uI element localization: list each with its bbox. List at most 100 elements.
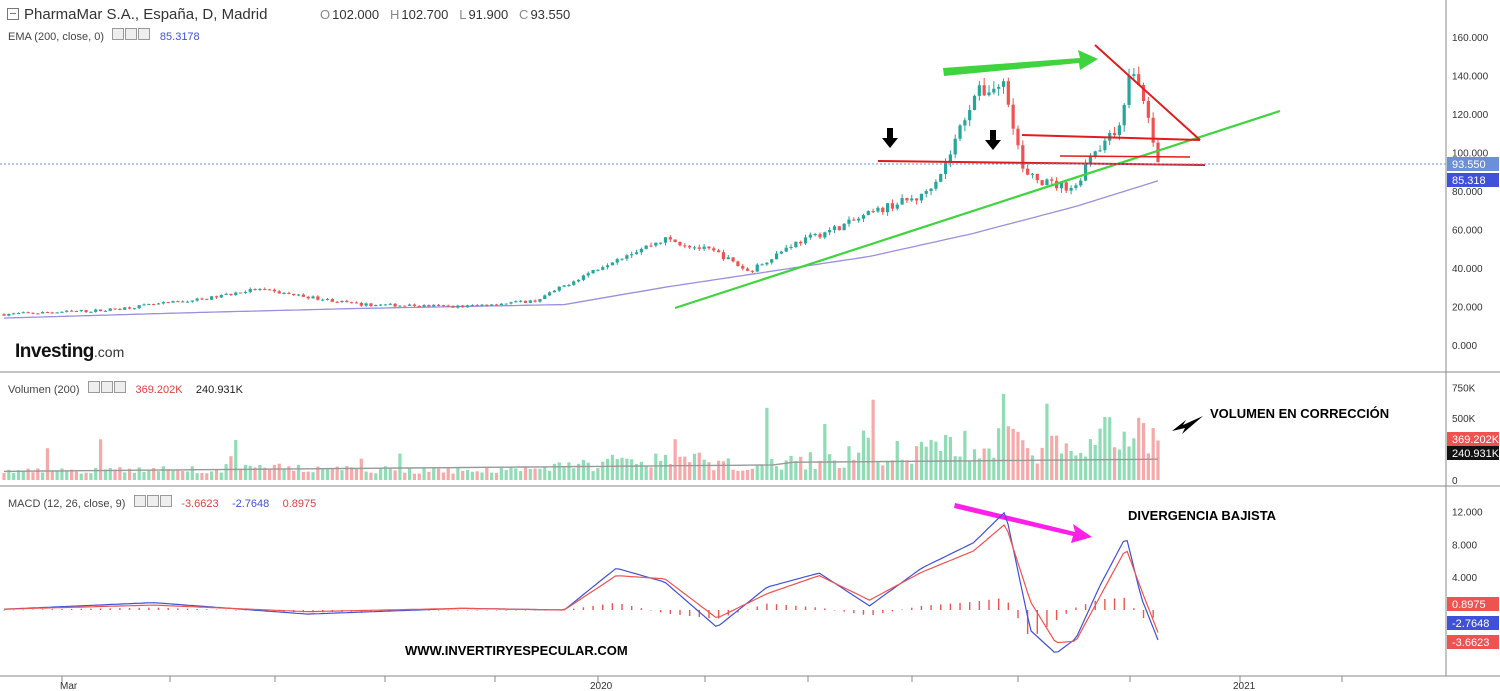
volume-value-2: 240.931K [195,384,244,397]
volume-bar [852,459,856,480]
macd-histogram-bar [476,610,478,611]
candle-body [407,304,412,306]
volume-bar [591,471,595,480]
volume-tools-icons[interactable] [88,380,127,398]
macd-histogram-bar [920,605,923,610]
candle-body [1079,180,1083,186]
candle-body [282,292,286,294]
candle-body [741,265,745,269]
macd-histogram-bar [1084,604,1087,610]
candle-body [1093,151,1097,157]
macd-histogram-bar [988,599,990,610]
macd-histogram-bar [1104,598,1106,610]
volume-bar [779,469,783,480]
price-tick-label: 100.000 [1452,149,1489,160]
volume-label[interactable]: Volumen (200) [8,384,80,397]
candle-body [292,293,296,296]
volume-bar [939,450,943,480]
ema-tools-icons[interactable] [112,27,151,45]
volume-bars [2,393,1160,480]
candle-body [842,223,846,231]
macd-histogram-bar [930,605,932,610]
volume-bar [113,469,117,480]
macd-histogram-bar [51,609,53,610]
logo-brand: Investing [15,341,94,362]
volume-bar [543,466,547,480]
candle-body [673,239,677,243]
time-tick-label: 2020 [590,681,613,691]
price-tick-label: 20.000 [1452,303,1483,314]
inner-horizontal-line [1059,155,1191,158]
collapse-icon[interactable] [7,8,19,20]
candle-body [634,252,639,255]
macd-legend: MACD (12, 26, close, 9) -3.6623 -2.7648 … [8,494,316,512]
volume-bar [900,459,904,480]
macd-histogram-bar [824,608,826,610]
macd-histogram-bar [563,610,565,611]
volume-bar [847,446,851,480]
volume-bar [427,471,431,480]
macd-histogram-bar [573,608,575,610]
candle-body [441,305,445,307]
candle-body [943,162,948,175]
candle-body [21,312,25,314]
candle-body [688,245,692,248]
macd-histogram-bar [785,604,787,610]
volume-bar [992,457,996,480]
candle-body [1117,125,1121,136]
volume-bar [316,466,320,480]
candle-body [118,309,122,311]
candle-body [774,253,779,260]
macd-histogram-bar [804,606,807,610]
macd-tick-label: 4.000 [1452,573,1477,584]
volume-bar [697,452,701,480]
candle-body [514,301,518,303]
candle-body [605,265,610,268]
candle-body [697,247,701,249]
candle-body [113,308,117,310]
volume-bar [181,470,185,480]
volume-bar [461,470,465,480]
volume-bar [514,468,518,480]
volume-bar [403,472,407,480]
candle-body [161,302,165,304]
candle-body [383,304,388,306]
macd-tools-icons[interactable] [133,494,173,512]
volume-bar [248,465,252,480]
candle-body [803,237,808,244]
volume-bar [533,468,537,480]
candle-body [1050,179,1054,181]
volume-bar [905,460,909,480]
macd-histogram-bar [157,607,160,610]
volume-bar [1050,435,1054,480]
candle-body [692,247,697,249]
macd-label[interactable]: MACD (12, 26, close, 9) [8,498,126,511]
candle-body [301,294,305,297]
volume-avg-badge [1447,446,1499,460]
macd-histogram-bar [862,610,865,615]
candle-body [948,154,952,163]
macd-histogram-bar [22,609,25,611]
macd-histogram-bar [959,602,961,610]
volume-bar [354,468,359,480]
volume-bar [1093,444,1097,480]
candle-body [94,309,98,312]
candle-body [359,302,363,306]
price-tick-label: 140.000 [1452,72,1489,83]
candle-body [866,211,870,216]
candle-body [1103,140,1107,151]
candle-body [374,304,378,307]
chart-title[interactable]: PharmaMar S.A., España, D, Madrid [24,6,268,23]
candle-body [69,310,74,312]
volume-bar [407,467,412,480]
ema-label[interactable]: EMA (200, close, 0) [8,31,104,44]
macd-histogram-bar [109,608,111,610]
candle-body [1026,168,1030,175]
candle-body [562,285,566,287]
volume-bar [649,467,653,480]
candle-body [712,248,716,251]
candle-body [726,257,730,260]
candle-body [523,300,528,303]
volume-bar [837,468,841,480]
